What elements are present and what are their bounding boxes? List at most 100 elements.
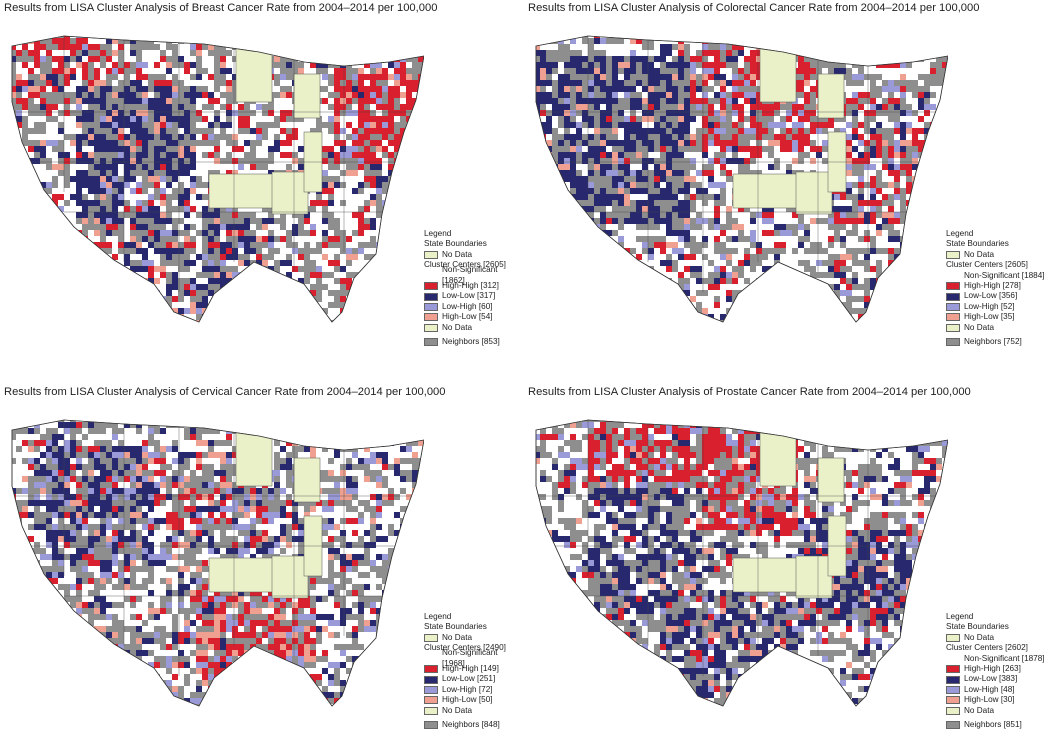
county-cell — [696, 290, 708, 296]
county-cell — [546, 296, 552, 302]
county-cell — [244, 44, 256, 50]
county-cell — [52, 290, 58, 296]
county-cell — [274, 302, 280, 308]
county-cell — [528, 206, 534, 212]
county-cell — [58, 434, 64, 440]
county-cell — [22, 86, 28, 92]
county-cell — [666, 128, 672, 134]
county-cell — [720, 248, 726, 254]
county-cell — [696, 128, 702, 134]
county-cell — [924, 278, 930, 284]
county-cell — [238, 110, 250, 116]
county-cell — [726, 128, 732, 134]
county-cell — [828, 56, 834, 62]
county-cell — [124, 170, 130, 176]
county-cell — [340, 242, 346, 248]
county-cell — [190, 152, 196, 158]
county-cell — [630, 74, 636, 80]
county-cell — [558, 212, 570, 218]
county-cell — [184, 206, 190, 212]
county-cell — [112, 146, 124, 152]
county-cell — [406, 308, 412, 314]
county-cell — [942, 32, 948, 38]
county-cell — [358, 302, 370, 308]
county-cell — [88, 416, 94, 422]
county-cell — [316, 62, 328, 68]
county-cell — [762, 278, 768, 284]
county-cell — [142, 266, 148, 272]
county-cell — [400, 104, 406, 110]
county-cell — [648, 224, 660, 230]
county-cell — [202, 152, 208, 158]
county-cell — [906, 80, 912, 86]
county-cell — [540, 200, 546, 206]
county-cell — [226, 98, 232, 104]
county-cell — [852, 158, 858, 164]
county-cell — [94, 140, 100, 146]
county-cell — [4, 236, 10, 242]
county-cell — [208, 32, 214, 38]
county-cell — [762, 146, 768, 152]
county-cell — [112, 68, 118, 74]
county-cell — [232, 248, 238, 254]
county-cell — [552, 260, 564, 266]
county-cell — [268, 122, 274, 128]
county-cell — [412, 422, 424, 428]
county-cell — [256, 248, 262, 254]
county-cell — [64, 470, 70, 476]
county-cell — [382, 464, 388, 470]
county-cell — [214, 302, 220, 308]
county-cell — [70, 314, 82, 320]
county-cell — [660, 116, 666, 122]
county-cell — [780, 122, 786, 128]
county-cell — [906, 218, 912, 224]
county-cell — [106, 44, 112, 50]
county-cell — [106, 80, 112, 86]
county-cell — [28, 248, 34, 254]
county-cell — [22, 296, 34, 302]
county-cell — [112, 206, 118, 212]
county-cell — [798, 224, 804, 230]
county-cell — [184, 320, 190, 326]
county-cell — [546, 122, 552, 128]
county-cell — [346, 458, 352, 464]
county-cell — [690, 98, 702, 104]
legend-low-low: Low-Low [317] — [424, 291, 522, 301]
county-cell — [184, 260, 190, 266]
county-cell — [792, 32, 804, 38]
county-cell — [558, 134, 564, 140]
county-cell — [672, 158, 678, 164]
county-cell — [376, 188, 382, 194]
county-cell — [4, 98, 10, 104]
county-cell — [804, 314, 810, 320]
county-cell — [528, 146, 540, 152]
county-cell — [316, 242, 322, 248]
county-cell — [762, 254, 768, 260]
county-cell — [46, 182, 52, 188]
county-cell — [696, 218, 708, 224]
county-cell — [582, 260, 588, 266]
legend-label: Low-High [60] — [442, 302, 493, 312]
county-cell — [334, 98, 340, 104]
county-cell — [630, 80, 636, 86]
county-cell — [208, 446, 214, 452]
county-cell — [268, 284, 280, 290]
county-cell — [906, 272, 912, 278]
county-cell — [88, 80, 94, 86]
county-cell — [142, 236, 148, 242]
county-cell — [732, 122, 738, 128]
county-cell — [250, 242, 256, 248]
county-cell — [208, 122, 214, 128]
county-cell — [690, 266, 702, 272]
county-cell — [268, 248, 280, 254]
county-cell — [274, 134, 280, 140]
county-cell — [154, 146, 160, 152]
county-cell — [88, 212, 94, 218]
county-cell — [160, 476, 166, 482]
county-cell — [364, 56, 370, 62]
county-cell — [726, 80, 732, 86]
no-data-state — [272, 172, 308, 214]
county-cell — [696, 212, 702, 218]
county-cell — [262, 290, 268, 296]
county-cell — [28, 74, 40, 80]
